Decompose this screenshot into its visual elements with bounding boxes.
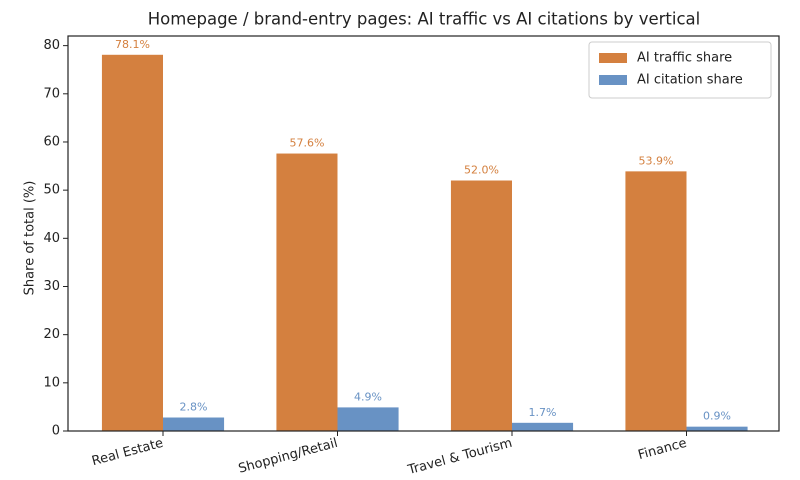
bar bbox=[101, 54, 163, 431]
value-label: 57.6% bbox=[289, 137, 324, 150]
y-tick-label: 70 bbox=[43, 86, 60, 101]
x-tick-label: Shopping/Retail bbox=[237, 436, 340, 477]
bar bbox=[163, 417, 225, 431]
chart-title: Homepage / brand-entry pages: AI traffic… bbox=[148, 10, 700, 29]
y-tick-label: 10 bbox=[43, 375, 60, 390]
bar bbox=[337, 407, 399, 431]
y-axis-label: Share of total (%) bbox=[23, 181, 38, 296]
value-label: 0.9% bbox=[703, 410, 731, 423]
value-label: 53.9% bbox=[638, 154, 673, 167]
legend-swatch bbox=[599, 53, 627, 63]
value-label: 1.7% bbox=[529, 406, 557, 419]
bar bbox=[512, 422, 574, 431]
y-tick-label: 30 bbox=[43, 279, 60, 294]
bar bbox=[276, 153, 338, 431]
x-tick-label: Travel & Tourism bbox=[405, 436, 514, 479]
legend-swatch bbox=[599, 75, 627, 85]
bar bbox=[450, 180, 512, 431]
value-label: 78.1% bbox=[115, 38, 150, 51]
y-tick-label: 20 bbox=[43, 327, 60, 342]
plot-frame bbox=[67, 35, 780, 432]
y-tick-label: 0 bbox=[52, 424, 60, 439]
bar bbox=[625, 171, 687, 432]
legend-label: AI traffic share bbox=[637, 51, 732, 66]
y-tick-label: 50 bbox=[43, 183, 60, 198]
y-tick-label: 40 bbox=[43, 231, 60, 246]
legend-box bbox=[588, 41, 772, 99]
bar bbox=[686, 426, 748, 431]
legend-label: AI citation share bbox=[637, 73, 743, 88]
y-tick-label: 60 bbox=[43, 134, 60, 149]
value-label: 52.0% bbox=[464, 164, 499, 177]
value-label: 4.9% bbox=[354, 390, 382, 403]
x-tick-label: Real Estate bbox=[90, 436, 165, 469]
value-label: 2.8% bbox=[180, 401, 208, 414]
x-tick-label: Finance bbox=[637, 436, 689, 463]
y-tick-label: 80 bbox=[43, 38, 60, 53]
